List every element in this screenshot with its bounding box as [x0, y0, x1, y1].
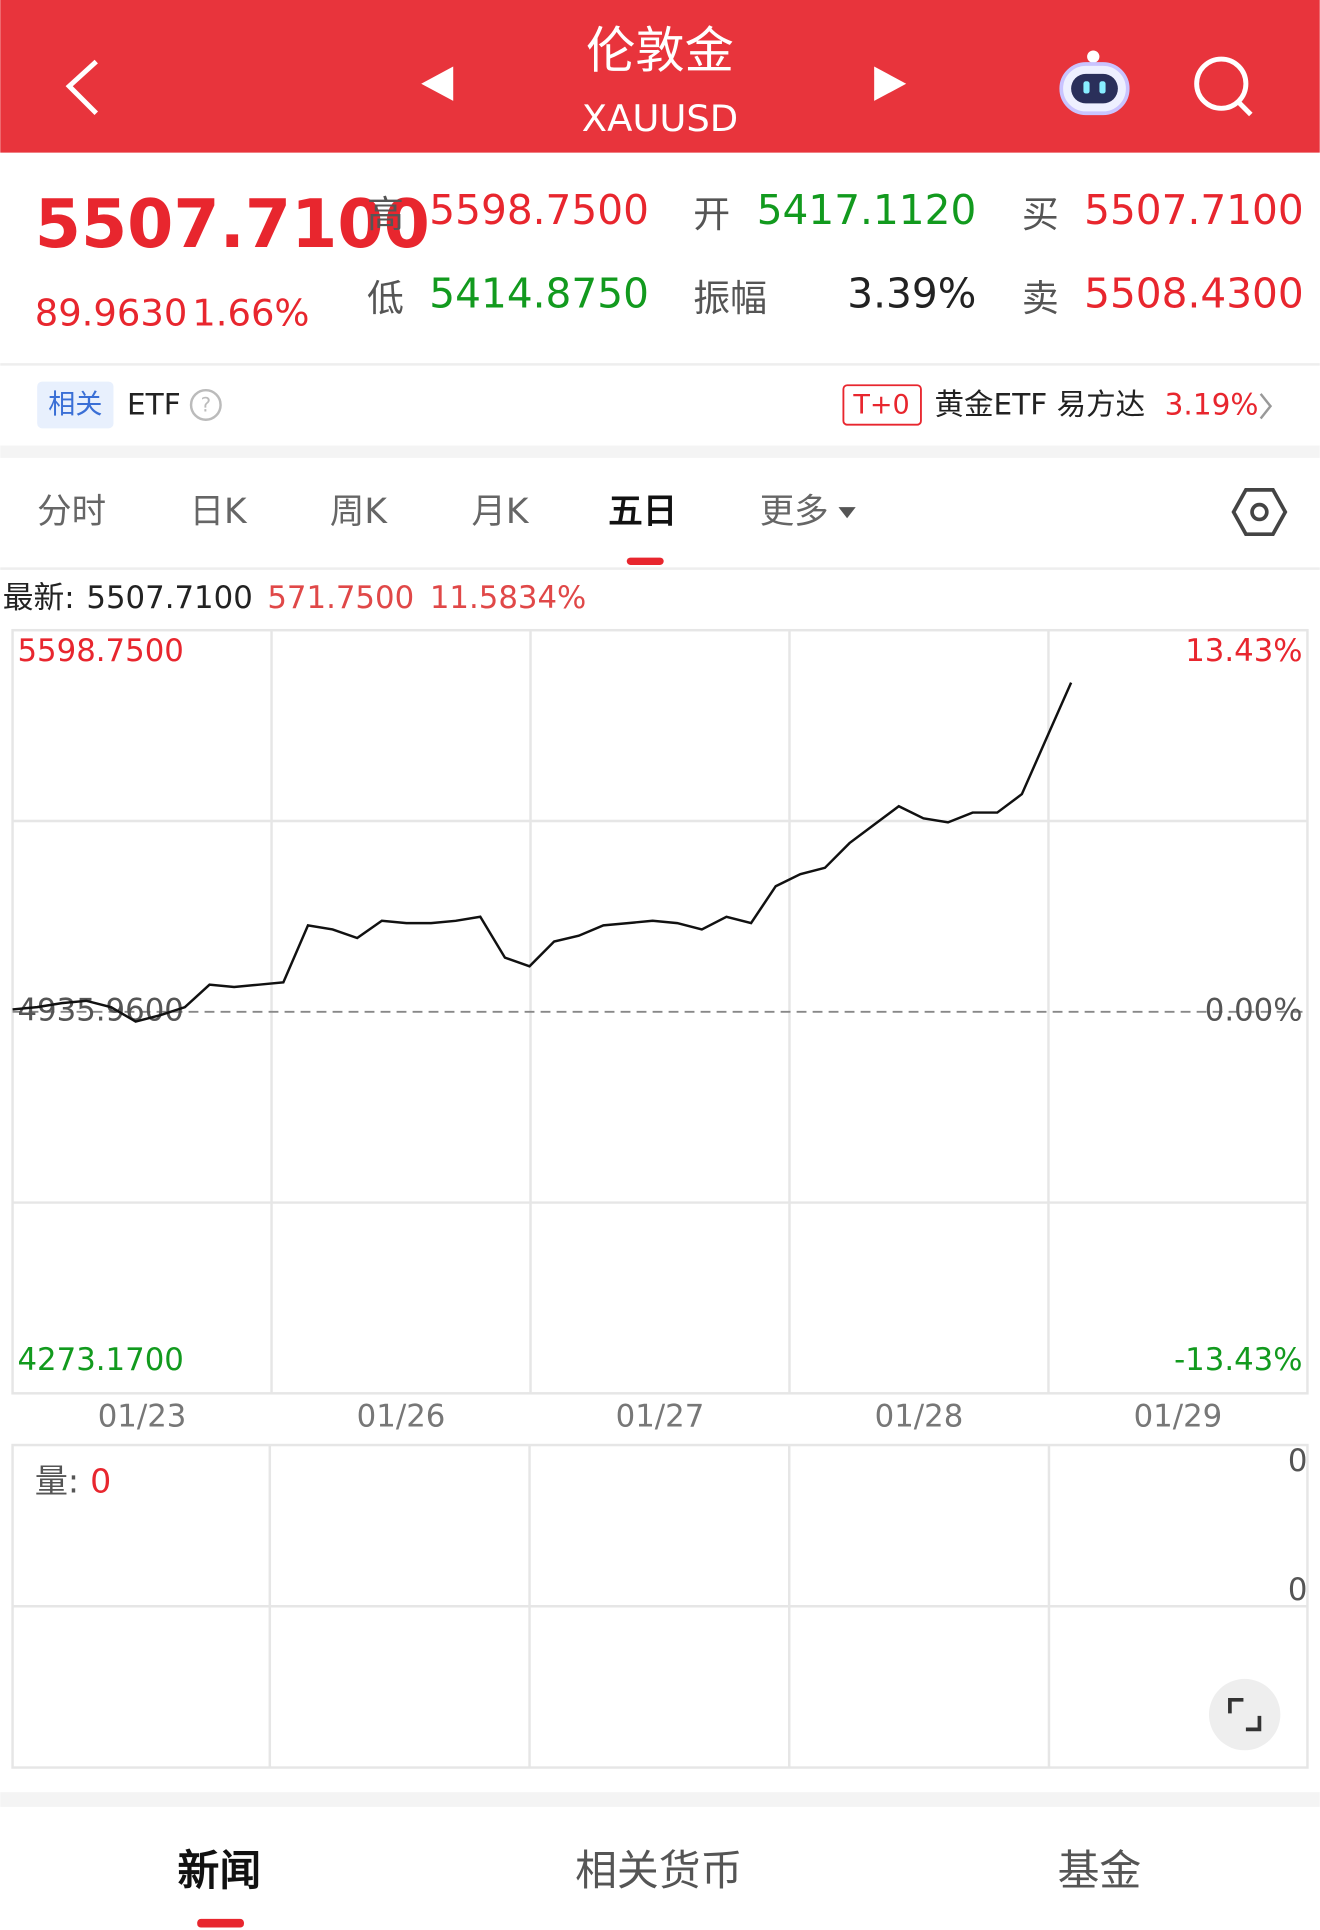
volume-label: 量: [35, 1462, 79, 1501]
y-tick-label: 4935.9600 [17, 992, 183, 1028]
change-pct: 1.66% [192, 292, 309, 335]
field-label: 低 [367, 277, 404, 320]
field-value: 5507.7100 [1084, 186, 1304, 234]
field-label: 振幅 [693, 277, 767, 320]
tab[interactable]: 周K [330, 492, 388, 532]
search-icon[interactable] [1194, 56, 1253, 117]
x-tick-label: 01/27 [616, 1398, 705, 1434]
tab[interactable]: 更多 [760, 492, 829, 532]
t0-badge [842, 384, 922, 426]
etf-label: ETF [127, 388, 181, 422]
tab-indicator [626, 557, 664, 565]
more-arrow [838, 507, 856, 519]
field-value: 5417.1120 [757, 186, 977, 234]
volume-panel [11, 1443, 1309, 1769]
field-label: 卖 [1022, 277, 1059, 320]
chart: 4273.1700 4935.9600 5598.7500 -13.43% 0.00% 1… [11, 628, 1309, 1434]
change: 89.9630 [35, 292, 188, 335]
etf-fund[interactable]: 黄金ETF 易方达 [934, 388, 1145, 422]
latest-change: 571.7500 [267, 580, 414, 616]
etf-pct: 3.19% [1165, 388, 1259, 422]
latest-pct: 11.5834% [430, 580, 586, 616]
related-tag [37, 381, 114, 429]
related-tag-text: 相关 [48, 390, 102, 421]
header-title: 伦敦金 [586, 22, 734, 80]
field-value: 5414.8750 [429, 270, 649, 318]
volume-tick: 0 [1288, 1443, 1308, 1479]
y2-tick-label: -13.43% [1174, 1342, 1302, 1378]
prev-button[interactable] [421, 66, 454, 101]
x-tick-label: 01/26 [357, 1398, 446, 1434]
bottom-tab[interactable]: 新闻 [178, 1846, 262, 1895]
y2-tick-label: 0.00% [1205, 992, 1303, 1028]
robot-icon[interactable] [1059, 50, 1130, 116]
quote-fields: 高 5598.7500 开 5417.1120 买 5507.7100 低 5414.8750… [367, 186, 1304, 320]
field-label: 买 [1022, 193, 1059, 236]
help-icon-mark: ? [201, 394, 211, 417]
spacer [0, 1792, 1320, 1807]
spacer [0, 445, 1320, 458]
field-value: 3.39% [847, 270, 976, 318]
field-label: 开 [693, 193, 730, 236]
field-label: 高 [367, 193, 404, 236]
price-line [12, 682, 1073, 1023]
bottom-tab-bar: 新闻 相关货币 基金 [178, 1846, 1142, 1895]
y-tick-label: 4273.1700 [17, 1342, 183, 1378]
bottom-tab-indicator [197, 1918, 244, 1928]
fullscreen-button[interactable] [1208, 1678, 1281, 1751]
y2-tick-label: 13.43% [1185, 633, 1302, 669]
bottom-tab[interactable]: 基金 [1058, 1846, 1142, 1895]
volume-tick: 0 [1288, 1572, 1308, 1608]
t0-badge-text: T+0 [852, 390, 909, 421]
back-button[interactable] [65, 59, 99, 115]
chevron [1259, 393, 1273, 420]
latest-label: 最新: [3, 580, 75, 616]
y-tick-label: 5598.7500 [17, 633, 183, 669]
tab[interactable]: 分时 [37, 492, 106, 532]
field-value: 5508.4300 [1084, 270, 1304, 318]
x-tick-label: 01/28 [875, 1398, 964, 1434]
price: 5507.7100 [35, 185, 430, 263]
field-value: 5598.7500 [429, 186, 649, 234]
x-tick-label: 01/29 [1134, 1398, 1223, 1434]
volume-value: 0 [90, 1462, 111, 1501]
tab[interactable]: 日K [190, 492, 248, 532]
tab-bar: 分时 日K 周K 月K 五日 更多 [37, 492, 828, 532]
latest-price: 5507.7100 [86, 580, 252, 616]
tab[interactable]: 月K [471, 492, 529, 532]
settings-icon[interactable] [1231, 488, 1288, 537]
tab[interactable]: 五日 [608, 492, 677, 532]
next-button[interactable] [874, 66, 907, 101]
help-icon[interactable] [189, 388, 222, 421]
bottom-tab[interactable]: 相关货币 [575, 1846, 742, 1895]
header-symbol: XAUUSD [582, 97, 738, 140]
x-tick-label: 01/23 [98, 1398, 187, 1434]
